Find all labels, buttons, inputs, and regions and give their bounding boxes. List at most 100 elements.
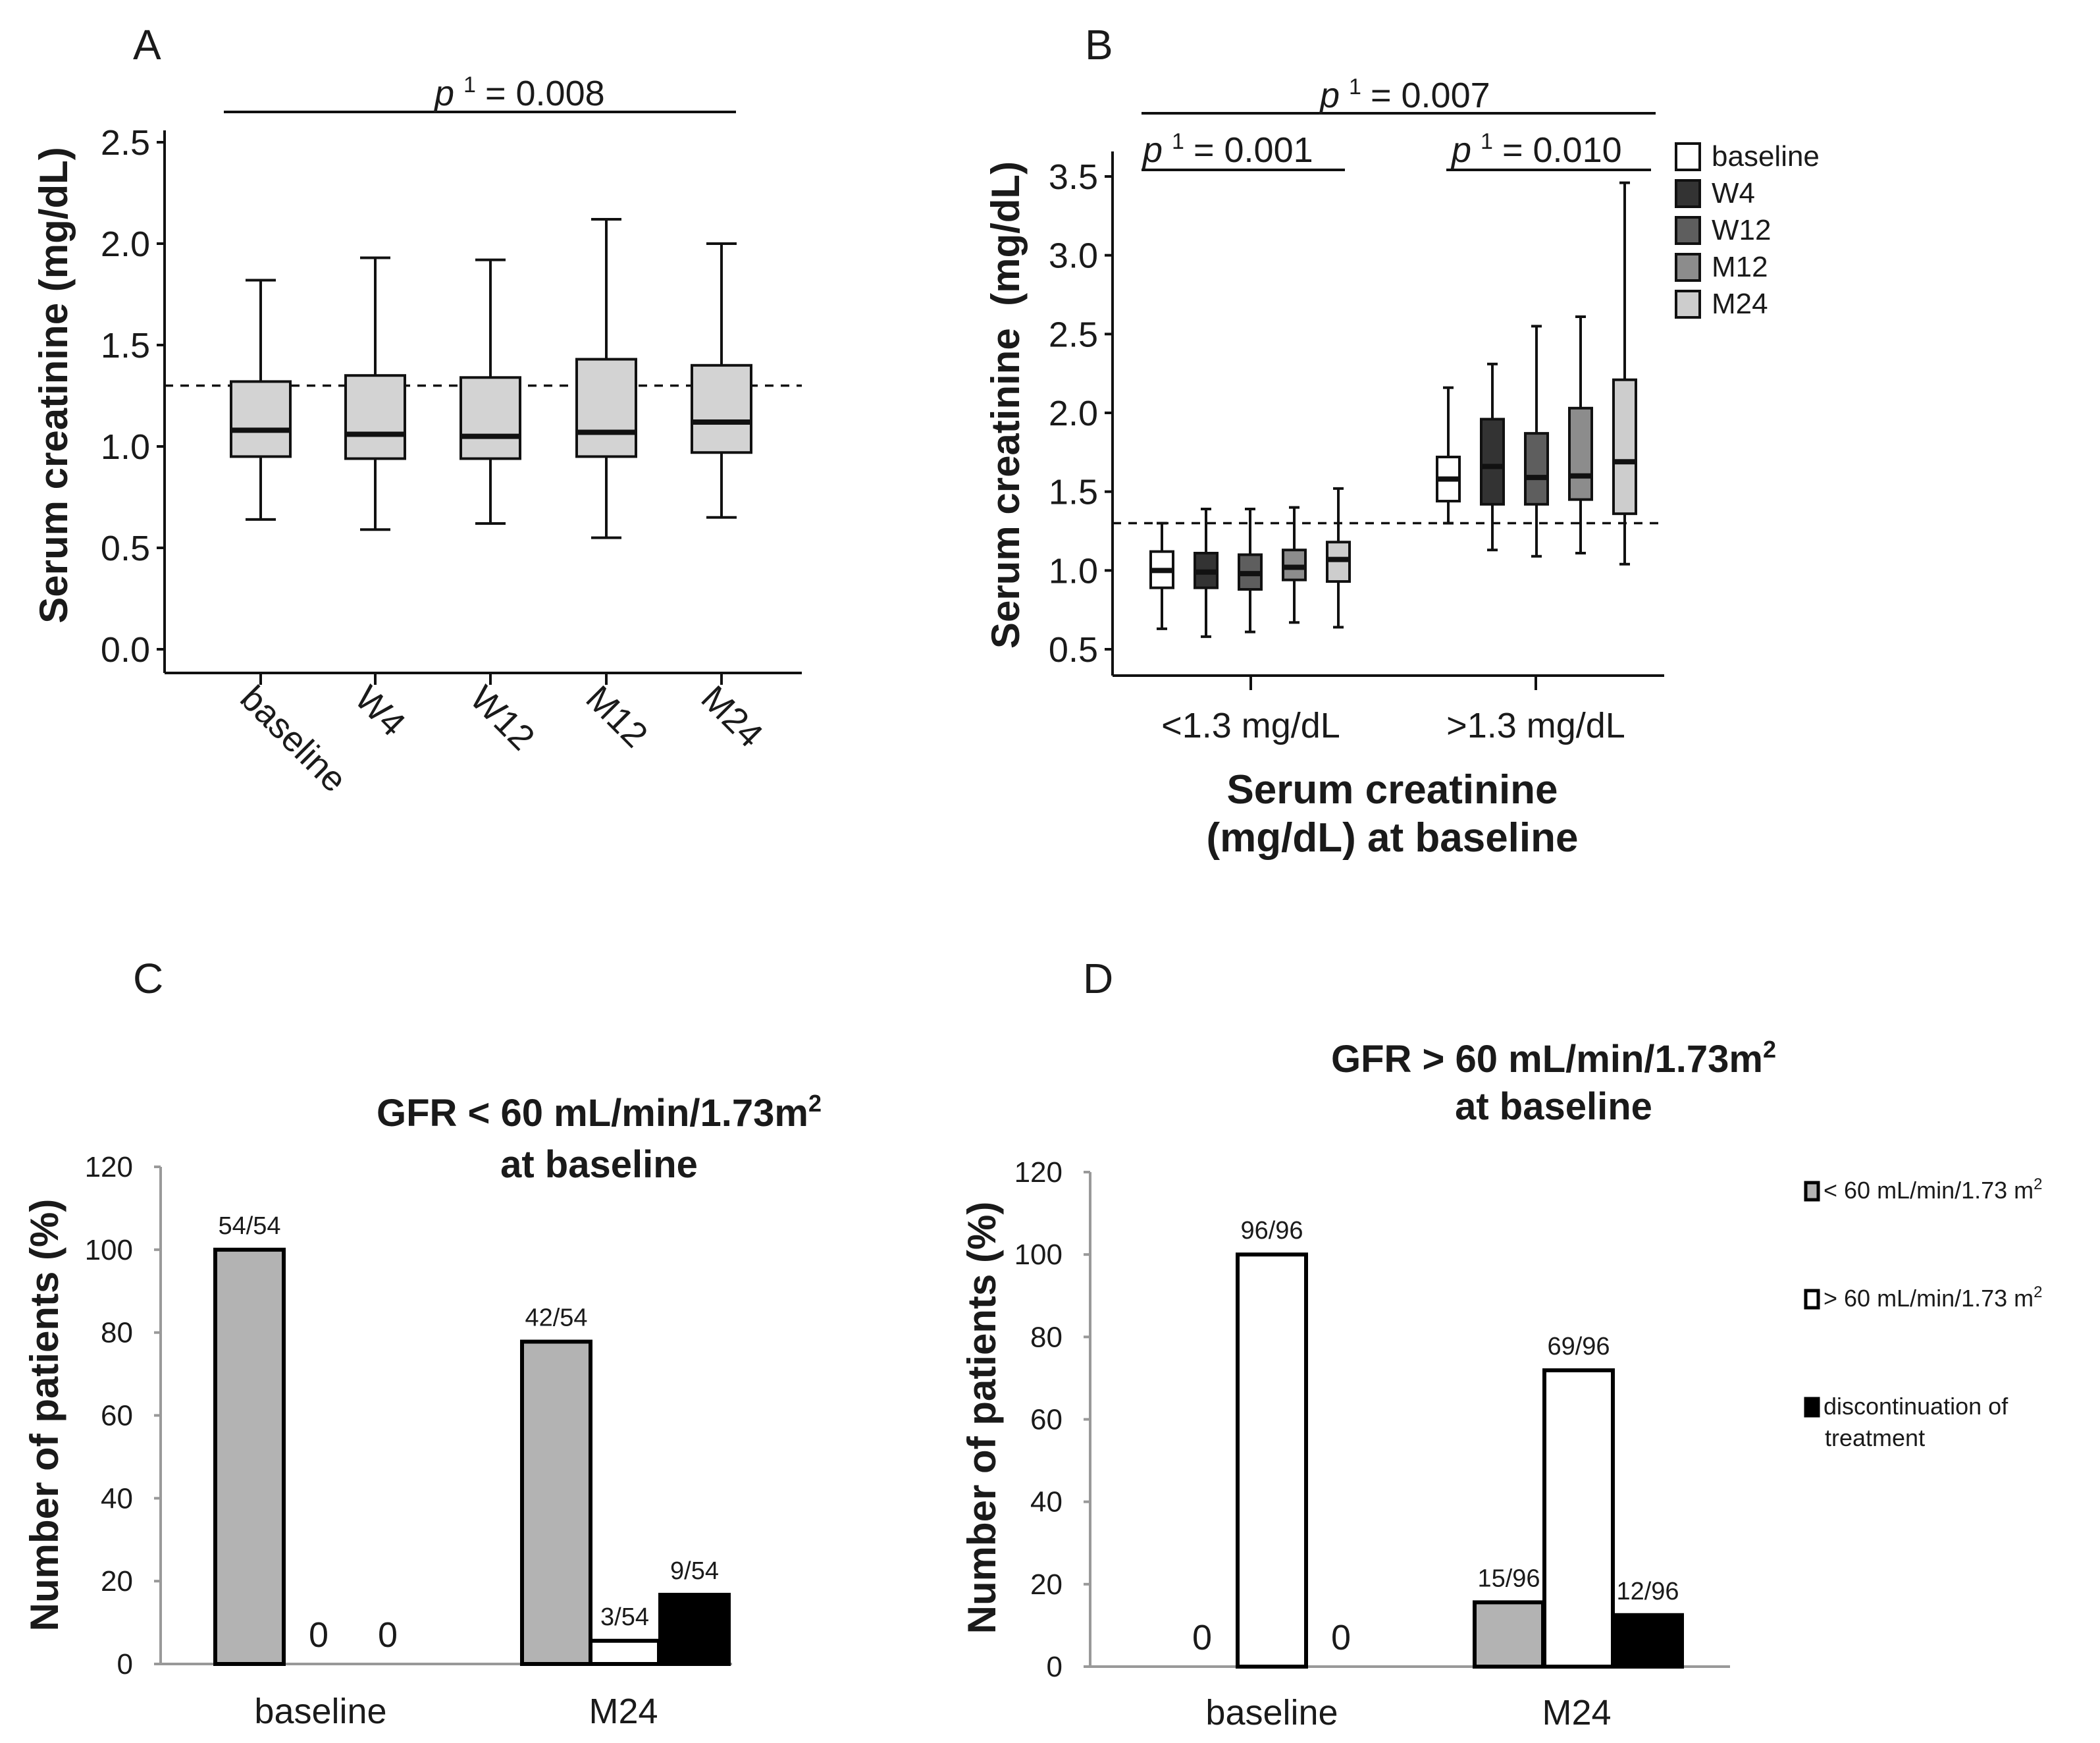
panel-c-x-label-m24: M24 bbox=[589, 1692, 658, 1731]
legend-swatch-below-60 bbox=[1804, 1181, 1820, 1202]
panel-b-y-tick-label: 1.5 bbox=[1049, 473, 1098, 512]
panel-a-x-tick-label: W12 bbox=[463, 678, 542, 758]
legend-swatch-discontinuation bbox=[1804, 1397, 1820, 1418]
panel-b-legend-label-w4: W4 bbox=[1712, 177, 1755, 209]
panel-c-bar-m24-above-60 bbox=[589, 1638, 661, 1666]
panel-b-box-high-m12-iqr-box bbox=[1568, 406, 1593, 501]
panel-d-y-tick-label: 0 bbox=[1047, 1651, 1063, 1683]
panel-b-group-label-low: <1.3 mg/dL bbox=[1161, 706, 1340, 745]
legend-label-discontinuation-line1: discontinuation of bbox=[1824, 1393, 2008, 1420]
panel-b-legend-swatch-w12 bbox=[1675, 216, 1701, 245]
panel-d-y-ticks: 0 20 40 60 80 100 120 bbox=[1014, 1156, 1090, 1683]
panel-a-boxes bbox=[230, 218, 752, 539]
panel-a-x-tick-label: baseline bbox=[233, 678, 355, 800]
panel-d-bar-m24-below-60-label: 15/96 bbox=[1477, 1565, 1540, 1592]
panel-c-bar-baseline-discontinuation-zero-label: 0 bbox=[378, 1615, 398, 1655]
panel-a-p-annotation: p 1 = 0.008 bbox=[433, 72, 605, 113]
panel-b-legend-swatch-m12 bbox=[1675, 253, 1701, 282]
panel-d-y-tick-label: 60 bbox=[1030, 1404, 1063, 1436]
panel-a-box-w4-iqr-box bbox=[344, 374, 406, 460]
panel-d-bar-baseline-above-60-label: 96/96 bbox=[1240, 1217, 1303, 1245]
legend-label-below-60: < 60 mL/min/1.73 m2 bbox=[1824, 1175, 2043, 1204]
panel-d-bar-baseline-below-60-zero-label: 0 bbox=[1192, 1618, 1212, 1657]
panel-a-y-axis-label: Serum creatinine (mg/dL) bbox=[32, 147, 76, 623]
panel-d-bar-m24-above-60-label: 69/96 bbox=[1547, 1333, 1610, 1360]
panel-b-y-tick-label: 1.0 bbox=[1049, 551, 1098, 591]
panel-a-y-tick-label: 1.0 bbox=[101, 427, 150, 467]
panel-b-legend-swatch-w4 bbox=[1675, 179, 1701, 208]
legend-swatch-above-60 bbox=[1804, 1289, 1820, 1310]
panel-d-y-tick-label: 120 bbox=[1014, 1156, 1063, 1189]
panel-d-y-tick-label: 100 bbox=[1014, 1239, 1063, 1271]
legend-label-discontinuation-line2: treatment bbox=[1825, 1424, 1925, 1451]
legend-label-above-60: > 60 mL/min/1.73 m2 bbox=[1824, 1283, 2043, 1312]
panel-a-x-tick-label: M24 bbox=[694, 678, 771, 755]
panel-c-bars: 54/54 0 0 42/54 3/54 9/54 bbox=[213, 1212, 731, 1667]
panel-a-y-tick-label: 1.5 bbox=[101, 326, 150, 365]
panel-c-letter: C bbox=[133, 955, 163, 1002]
panel-d-bar-baseline-above-60 bbox=[1236, 1252, 1308, 1669]
panel-b-y-tick-label: 0.5 bbox=[1049, 630, 1098, 670]
panel-b-p-high: p 1 = 0.010 bbox=[1450, 129, 1622, 170]
panel-d-bar-m24-discontinuation bbox=[1612, 1613, 1684, 1669]
panel-b-y-tick-label: 3.5 bbox=[1049, 157, 1098, 197]
panel-c-bar-m24-discontinuation bbox=[658, 1592, 731, 1667]
panel-d-bar-m24-below-60 bbox=[1473, 1600, 1545, 1669]
panel-c-x-label-baseline: baseline bbox=[254, 1692, 386, 1731]
panel-b-y-axis-label: Serum creatinine (mg/dL) bbox=[984, 161, 1028, 649]
panel-c-bar-m24-above-60-label: 3/54 bbox=[600, 1603, 649, 1631]
panel-d-bar-baseline-discontinuation-zero-label: 0 bbox=[1331, 1618, 1351, 1657]
panel-a-y-tick-label: 0.5 bbox=[101, 529, 150, 568]
panel-c-y-axis-label: Number of patients (%) bbox=[22, 1199, 66, 1632]
panel-b-p-low: p 1 = 0.001 bbox=[1142, 129, 1313, 170]
panel-b-group-label-high: >1.3 mg/dL bbox=[1446, 706, 1625, 745]
panel-c-y-tick-label: 80 bbox=[101, 1317, 133, 1349]
panel-d-y-tick-label: 40 bbox=[1030, 1486, 1063, 1518]
panel-b-y-tick-label: 2.5 bbox=[1049, 315, 1098, 354]
panel-b-legend-label-m24: M24 bbox=[1712, 288, 1768, 320]
panel-c-bar-m24-below-60 bbox=[520, 1339, 592, 1666]
panel-a-y-ticks: 0.0 0.5 1.0 1.5 2.0 2.5 bbox=[101, 123, 165, 670]
panel-d-x-label-baseline: baseline bbox=[1205, 1693, 1338, 1732]
panel-b-legend-swatch-m24 bbox=[1675, 290, 1701, 319]
panel-d-y-tick-label: 80 bbox=[1030, 1321, 1063, 1353]
panel-b-legend-swatch-baseline bbox=[1675, 142, 1701, 171]
panel-a-y-tick-label: 0.0 bbox=[101, 630, 150, 670]
panel-c-title-line2: at baseline bbox=[500, 1143, 698, 1186]
panel-c-bar-baseline-below-60-label: 54/54 bbox=[218, 1212, 280, 1240]
panel-a-letter: A bbox=[133, 21, 161, 68]
panel-d-title-line2: at baseline bbox=[1455, 1085, 1652, 1128]
panel-d-x-label-m24: M24 bbox=[1542, 1693, 1611, 1732]
panel-b-letter: B bbox=[1085, 21, 1113, 68]
panel-b-y-tick-label: 3.0 bbox=[1049, 236, 1098, 276]
panel-c-y-ticks: 0 20 40 60 80 100 120 bbox=[85, 1151, 161, 1680]
panel-b-legend-label-baseline: baseline bbox=[1712, 140, 1820, 173]
panel-c-bar-m24-below-60-label: 42/54 bbox=[525, 1304, 587, 1332]
panel-c-y-tick-label: 0 bbox=[117, 1648, 133, 1680]
panel-a-box-m24-iqr-box bbox=[691, 363, 752, 454]
panel-b: B p 1 = 0.007 p 1 = 0.001 p 1 = 0.010 0.5 1.0 1.… bbox=[984, 21, 1820, 861]
panel-b-box-high-w12-iqr-box bbox=[1524, 432, 1549, 506]
panel-a-box-m12-iqr-box bbox=[575, 358, 637, 458]
panel-b-x-axis-label-line1: Serum creatinine bbox=[1226, 767, 1558, 813]
panel-a-y-tick-label: 2.0 bbox=[101, 225, 150, 264]
panel-c-y-tick-label: 40 bbox=[101, 1482, 133, 1515]
panel-d-legend: < 60 mL/min/1.73 m2 > 60 mL/min/1.73 m2 … bbox=[1804, 1175, 2043, 1451]
panel-d-bar-m24-above-60 bbox=[1542, 1368, 1615, 1669]
panel-d-letter: D bbox=[1083, 955, 1113, 1002]
panel-a: A p 1 = 0.008 0.0 0.5 1.0 1.5 2.0 2.5 Serum cre… bbox=[32, 21, 802, 800]
panel-c-bar-m24-discontinuation-label: 9/54 bbox=[670, 1557, 719, 1585]
panel-d-y-tick-label: 20 bbox=[1030, 1569, 1063, 1601]
panel-b-boxes bbox=[1149, 181, 1637, 638]
panel-d-title-line1: GFR > 60 mL/min/1.73m2 bbox=[1331, 1036, 1776, 1081]
panel-b-legend: baseline W4 W12 M12 M24 bbox=[1675, 140, 1820, 320]
panel-a-x-tick-label: M12 bbox=[579, 678, 656, 755]
panel-b-legend-label-m12: M12 bbox=[1712, 251, 1768, 283]
panel-b-x-axis-label-line2: (mg/dL) at baseline bbox=[1207, 815, 1579, 861]
panel-b-box-high-w4-iqr-box bbox=[1480, 417, 1505, 506]
panel-d-bars: 0 96/96 0 15/96 69/96 12/96 bbox=[1192, 1217, 1684, 1669]
panel-b-y-tick-label: 2.0 bbox=[1049, 394, 1098, 433]
panel-c-y-tick-label: 20 bbox=[101, 1565, 133, 1597]
